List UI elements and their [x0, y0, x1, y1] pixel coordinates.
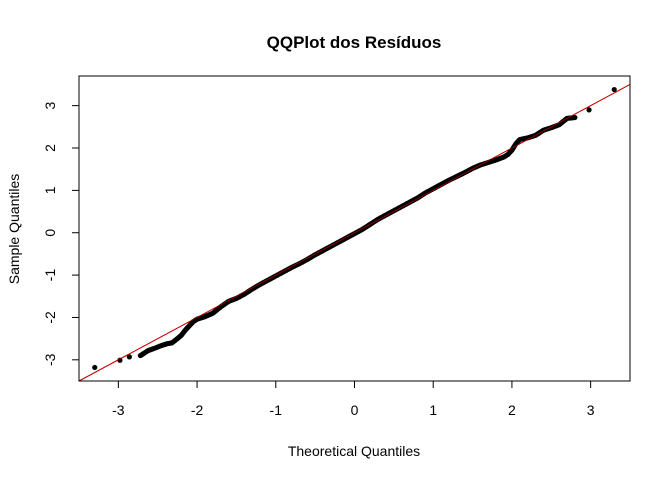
data-point	[117, 357, 123, 363]
x-tick-label: 0	[351, 402, 359, 418]
y-tick-label: 0	[42, 229, 58, 237]
x-axis: -3 -2 -1 0 1 2 3	[112, 380, 595, 418]
x-tick-label: 1	[429, 402, 437, 418]
points-layer	[79, 84, 630, 381]
y-tick-label: 1	[42, 186, 58, 194]
data-point	[586, 107, 592, 113]
y-tick-label: -2	[42, 311, 58, 324]
y-tick-label: 2	[42, 144, 58, 152]
x-tick-label: 2	[508, 402, 516, 418]
x-tick-label: -3	[112, 402, 125, 418]
data-point	[126, 354, 132, 360]
x-tick-label: -2	[191, 402, 204, 418]
chart-title: QQPlot dos Resíduos	[267, 33, 442, 52]
plot-area-frame	[78, 75, 631, 382]
data-point	[611, 86, 617, 93]
data-point	[92, 364, 98, 371]
y-axis-title: Sample Quantiles	[6, 174, 22, 285]
y-axis: -3 -2 -1 0 1 2 3	[42, 102, 80, 366]
y-tick-label: -1	[42, 269, 58, 282]
y-tick-label: -3	[42, 353, 58, 366]
x-axis-title: Theoretical Quantiles	[288, 443, 420, 459]
data-point	[572, 114, 578, 121]
reference-line-overlay	[79, 84, 630, 381]
x-tick-label: 3	[587, 402, 595, 418]
y-tick-label: 3	[42, 102, 58, 110]
x-tick-label: -1	[270, 402, 283, 418]
